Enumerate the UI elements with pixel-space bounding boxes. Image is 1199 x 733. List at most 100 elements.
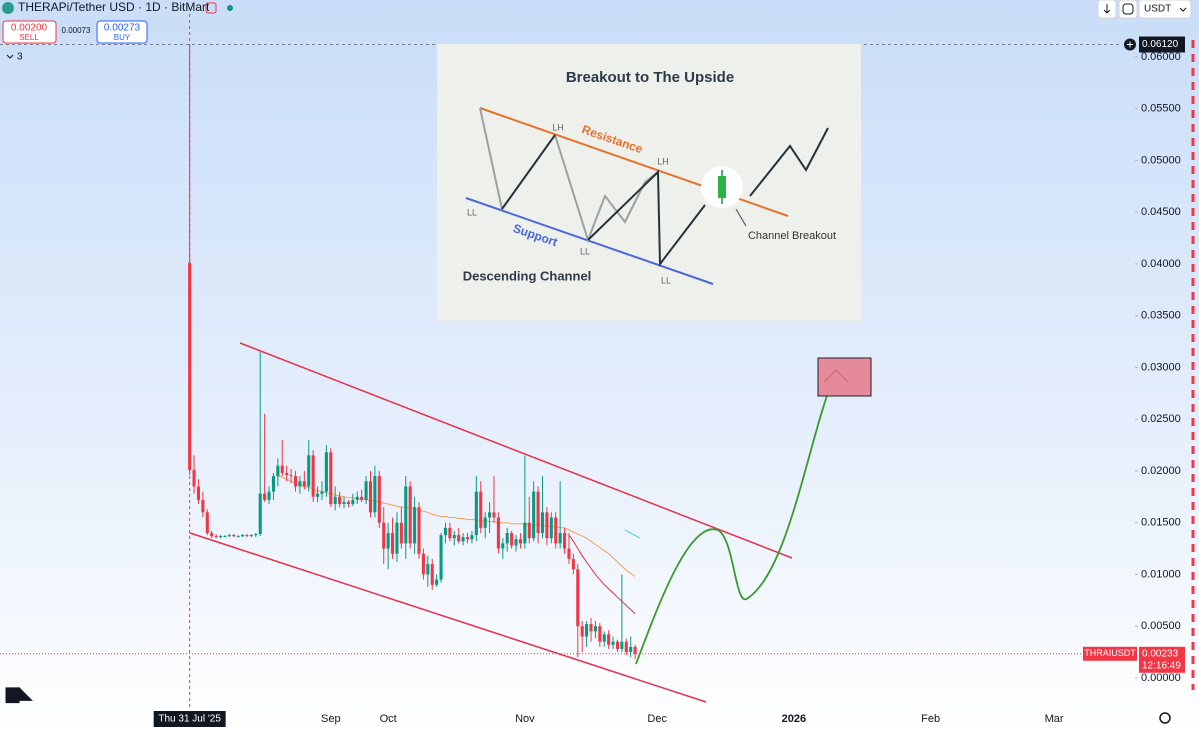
candle-body [223,536,227,538]
candle-body [355,496,359,500]
inset-candle [718,176,726,198]
projection-path [635,371,837,665]
candle-body [615,641,620,649]
candle-body [558,533,562,544]
x-tick-label: Feb [921,713,940,725]
candle-body [254,534,258,536]
buy-price: 0.00273 [104,23,141,34]
candle-body [585,624,589,637]
candle-body [523,522,527,544]
candle-body [232,535,236,537]
inset-point-label: LL [580,246,590,256]
x-tick-label: Mar [1045,713,1064,725]
settings-gear[interactable] [1159,712,1171,724]
candle-body [329,452,333,505]
candle-body [514,539,518,546]
candle-body [576,569,580,627]
candle-body [413,507,417,544]
candle-body [607,634,611,645]
y-tick-label: 0.03000 [1141,361,1181,373]
candle-body [368,481,373,513]
settings-icon [1122,3,1134,15]
last-price-symbol: THRAIUSDT [1084,648,1136,658]
inset-image: Breakout to The Upside Resistance Suppor… [437,44,861,321]
tv-logo[interactable]: ▆◣ [5,683,33,703]
candle-body [492,512,496,518]
sell-button[interactable] [2,20,57,44]
y-tick-label: 0.03500 [1141,310,1181,322]
candle-body [258,493,262,535]
candle-body [483,517,487,528]
candle-body [589,624,593,632]
buy-button[interactable] [96,20,148,44]
candle-body [298,481,302,487]
candle-body [307,455,311,487]
inset-zigzag [587,169,706,267]
last-price: 0.00233 [1142,648,1179,659]
candle-body [386,533,390,549]
collapse-icon[interactable] [6,54,14,59]
last-price-box [1139,646,1185,673]
candle-body [364,481,368,500]
y-tick-label: 0.05000 [1141,154,1181,166]
candle-body [196,486,201,500]
candle-body [210,533,214,537]
candle-body [518,539,522,544]
indicator-count[interactable]: 3 [17,52,23,63]
candle-body [316,493,320,497]
candle-body [439,535,443,580]
x-tick-label: Nov [515,713,535,725]
settings-button[interactable] [1118,0,1138,19]
y-tick-label: 0.02000 [1141,465,1181,477]
inset-breakout-label: Channel Breakout [748,230,836,242]
small-mark [624,529,641,539]
inset-point-label: LH [657,156,669,166]
target-arrow [823,369,849,383]
candle-body [218,536,223,538]
candle-body [624,641,628,653]
inset-arrow [735,208,747,227]
candle-body [267,491,271,500]
candle-body [598,626,602,642]
candle-body [333,496,337,505]
status-dot [227,5,233,11]
candle-body [205,512,209,534]
inset-zigzag [501,134,556,210]
candle-body [430,564,434,585]
currency-select[interactable] [1138,0,1192,19]
candle-body [320,491,324,494]
candle-body [276,465,280,477]
x-tick-label: Sep [321,713,341,725]
candle-body [554,517,558,544]
spread: 0.00073 [62,26,91,35]
candle-body [404,486,408,544]
y-tick-label: 0.01500 [1141,517,1181,529]
inset-zigzag-gray [554,134,659,244]
inset-zigzag [749,127,829,197]
inset-support-line [465,197,714,285]
x-tick-label: Oct [380,713,397,725]
candle-body [457,535,461,542]
plot-area [0,14,1138,718]
candle-body [395,522,399,554]
flag-icon[interactable] [205,2,217,14]
candle-body [452,535,456,539]
crosshair-date-box [153,711,226,727]
candle-body [285,472,289,476]
inset-zigzag-gray [479,107,503,210]
dropdown-icon [1179,7,1187,12]
target-box [817,357,872,397]
candle-body [549,517,553,539]
y-tick-label: 0.00500 [1141,620,1181,632]
symbol-title[interactable]: THERAPi/Tether USD · 1D · BitMart [18,0,210,14]
candle-body [532,491,536,539]
candle-body [417,507,421,554]
candle-body [351,499,355,505]
candle-body [280,465,284,473]
candle-body [346,501,350,505]
candle-body [435,579,439,585]
candle-body [214,536,218,538]
candle-body [470,535,474,540]
candle-body [426,564,430,575]
